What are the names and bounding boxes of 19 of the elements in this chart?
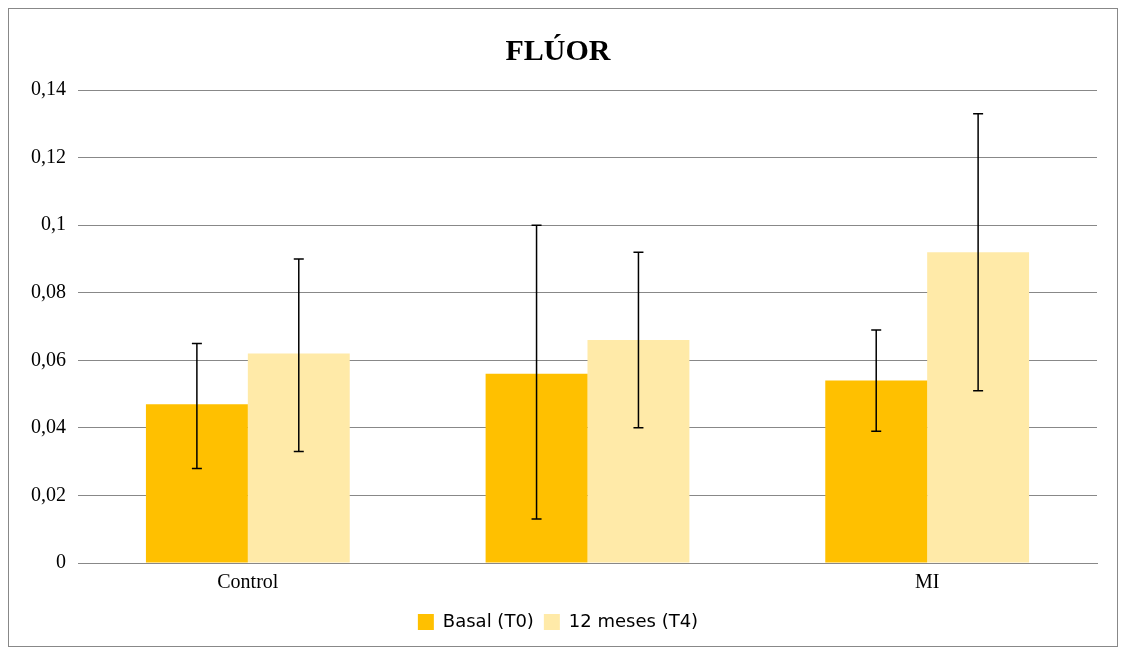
- y-tick-label: 0,06: [31, 347, 66, 370]
- y-tick-label: 0,1: [41, 212, 66, 235]
- y-tick-label: 0,12: [31, 144, 66, 167]
- bar: [485, 373, 588, 563]
- y-tick-label: 0,04: [31, 415, 66, 438]
- y-tick-label: 0,02: [31, 482, 66, 505]
- legend-label: Basal (T0): [442, 609, 534, 631]
- chart-title: FLÚOR: [505, 32, 611, 66]
- bar: [927, 252, 1030, 563]
- bar: [145, 404, 248, 563]
- bar: [825, 380, 928, 563]
- bar: [247, 353, 350, 563]
- x-tick-label: MI: [914, 570, 940, 593]
- y-tick-label: 0: [56, 550, 66, 573]
- x-tick-label: Control: [217, 570, 279, 593]
- bar: [587, 340, 690, 563]
- y-tick-label: 0,08: [31, 279, 66, 302]
- y-tick-label: 0,14: [31, 77, 66, 100]
- legend-label: 12 meses (T4): [568, 609, 699, 631]
